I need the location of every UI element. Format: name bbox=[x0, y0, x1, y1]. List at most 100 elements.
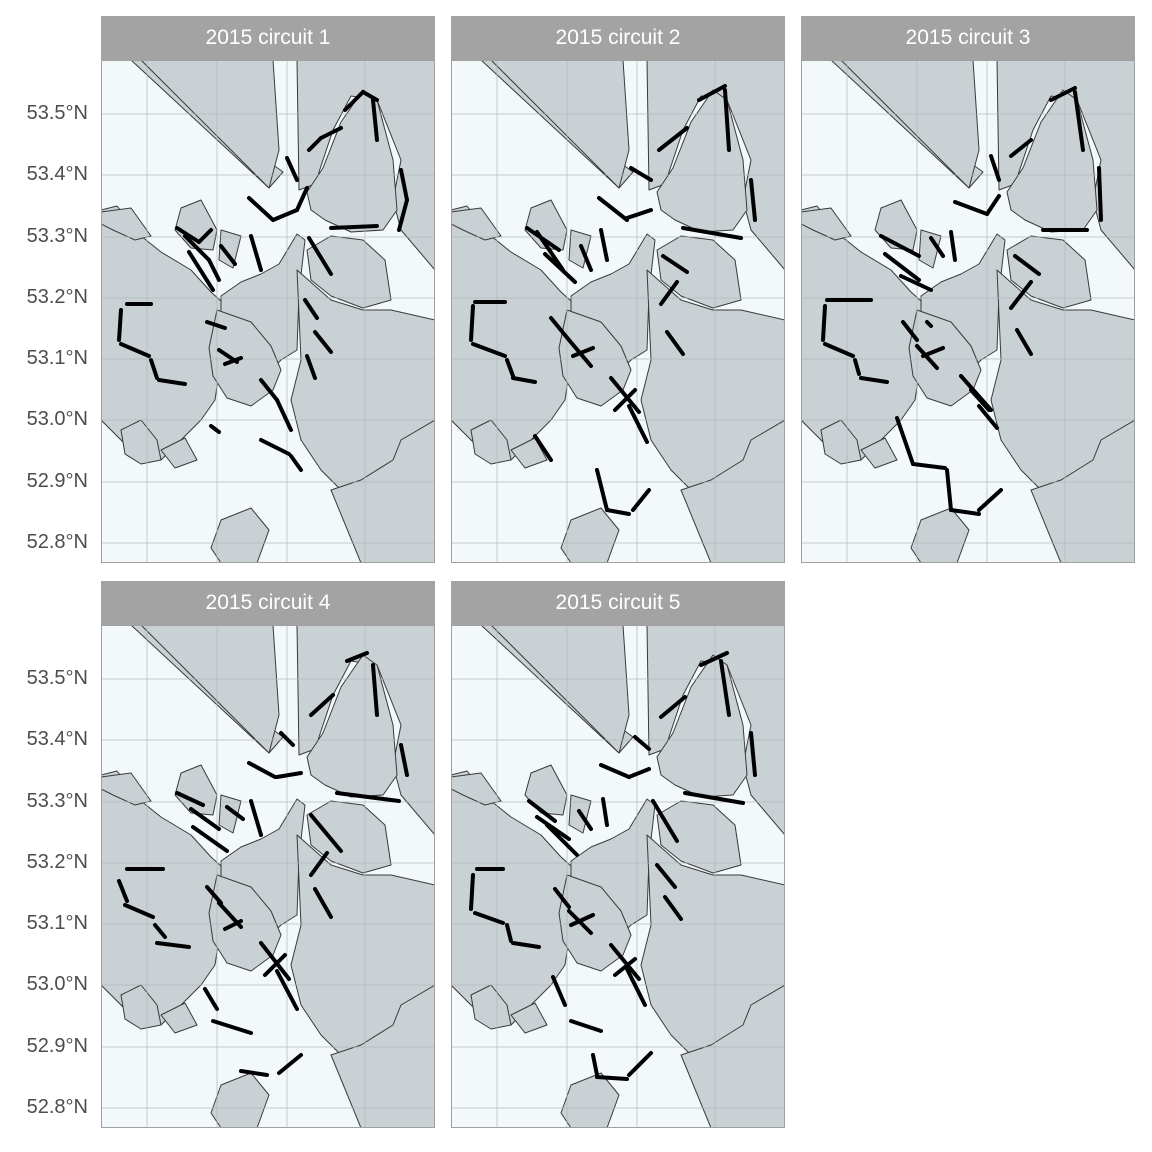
survey-track-segment bbox=[625, 967, 647, 1007]
survey-track-segment bbox=[259, 941, 291, 981]
panel-title-c4: 2015 circuit 4 bbox=[101, 581, 435, 625]
land-polygon bbox=[160, 437, 198, 469]
panel-title-c5: 2015 circuit 5 bbox=[451, 581, 785, 625]
survey-track-segment bbox=[361, 90, 379, 102]
survey-track-segment bbox=[271, 208, 299, 222]
survey-track-segment bbox=[631, 488, 651, 512]
survey-track-segment bbox=[511, 376, 537, 384]
survey-track-segment bbox=[577, 809, 593, 831]
survey-track-segment bbox=[183, 234, 211, 262]
land-polygon bbox=[568, 229, 592, 269]
land-polygon bbox=[451, 207, 502, 241]
survey-track-segment bbox=[719, 659, 731, 717]
survey-track-segment bbox=[259, 378, 279, 402]
panel-title-c2: 2015 circuit 2 bbox=[451, 16, 785, 60]
y-label: 53.4°N bbox=[26, 163, 88, 185]
survey-track-segment bbox=[629, 166, 653, 182]
land-polygon bbox=[490, 625, 630, 754]
survey-track-segment bbox=[899, 274, 933, 292]
survey-track-segment bbox=[969, 388, 991, 412]
survey-track-segment bbox=[749, 178, 757, 222]
y-label: 52.8°N bbox=[26, 1096, 88, 1118]
survey-track-segment bbox=[859, 376, 889, 384]
land-polygon bbox=[801, 207, 852, 241]
survey-track-segment bbox=[625, 208, 653, 220]
survey-track-segment bbox=[307, 136, 323, 152]
survey-track-segment bbox=[149, 358, 159, 380]
survey-track-segment bbox=[535, 815, 571, 841]
land-polygon bbox=[840, 60, 980, 189]
y-label: 52.9°N bbox=[26, 1035, 88, 1057]
survey-track-segment bbox=[549, 316, 571, 342]
survey-track-segment bbox=[599, 228, 609, 262]
panel-title-c3: 2015 circuit 3 bbox=[801, 16, 1135, 60]
survey-track-segment bbox=[921, 346, 945, 358]
survey-track-segment bbox=[633, 735, 651, 751]
survey-track-segment bbox=[247, 196, 275, 222]
survey-track-segment bbox=[821, 304, 827, 342]
land-polygon bbox=[560, 507, 620, 563]
land-polygon bbox=[918, 229, 942, 269]
survey-track-segment bbox=[883, 252, 921, 282]
survey-track-segment bbox=[205, 885, 223, 905]
survey-track-segment bbox=[597, 196, 629, 222]
land-polygon bbox=[490, 60, 630, 189]
survey-track-segment bbox=[989, 154, 1001, 182]
survey-track-segment bbox=[977, 404, 999, 430]
survey-track-segment bbox=[627, 767, 651, 779]
survey-track-segment bbox=[1009, 280, 1033, 310]
survey-track-segment bbox=[925, 320, 933, 328]
survey-track-segment bbox=[579, 244, 593, 272]
survey-track-segment bbox=[599, 763, 631, 779]
survey-track-segment bbox=[397, 198, 409, 232]
survey-track-segment bbox=[953, 200, 989, 216]
survey-track-segment bbox=[313, 330, 333, 354]
survey-track-segment bbox=[371, 98, 379, 142]
land-polygon bbox=[560, 1072, 620, 1128]
survey-track-segment bbox=[945, 468, 953, 512]
survey-track-segment bbox=[285, 156, 299, 182]
survey-track-segment bbox=[605, 508, 631, 516]
survey-track-segment bbox=[469, 873, 475, 911]
y-label: 53.1°N bbox=[26, 347, 88, 369]
survey-track-segment bbox=[205, 320, 227, 330]
y-label: 52.8°N bbox=[26, 531, 88, 553]
map-panel-c4 bbox=[101, 625, 435, 1128]
survey-track-segment bbox=[949, 508, 981, 516]
y-label: 53.2°N bbox=[26, 286, 88, 308]
survey-track-segment bbox=[309, 813, 343, 853]
survey-track-segment bbox=[335, 791, 401, 803]
survey-track-segment bbox=[259, 438, 291, 456]
land-polygon bbox=[140, 625, 280, 754]
panel-border bbox=[101, 625, 435, 1128]
survey-track-segment bbox=[303, 298, 319, 320]
survey-track-segment bbox=[239, 1069, 269, 1077]
survey-track-segment bbox=[207, 258, 221, 282]
land-polygon bbox=[101, 207, 152, 241]
y-label: 53.2°N bbox=[26, 851, 88, 873]
survey-track-segment bbox=[197, 228, 213, 244]
y-label: 53.0°N bbox=[26, 973, 88, 995]
survey-track-segment bbox=[223, 356, 243, 366]
survey-track-segment bbox=[545, 823, 579, 857]
survey-track-segment bbox=[295, 186, 309, 212]
map-panel-c1 bbox=[101, 60, 435, 563]
y-label: 53.5°N bbox=[26, 102, 88, 124]
survey-track-segment bbox=[595, 468, 609, 512]
survey-track-segment bbox=[879, 234, 921, 258]
survey-track-segment bbox=[275, 969, 299, 1011]
survey-track-segment bbox=[505, 358, 515, 378]
survey-track-segment bbox=[929, 236, 945, 258]
survey-track-segment bbox=[609, 376, 641, 414]
survey-track-segment bbox=[723, 88, 731, 152]
survey-track-segment bbox=[399, 743, 409, 777]
survey-track-segment bbox=[681, 226, 743, 240]
survey-track-segment bbox=[117, 308, 123, 342]
survey-track-segment bbox=[117, 879, 129, 903]
land-polygon bbox=[510, 437, 548, 469]
survey-track-segment bbox=[175, 791, 205, 807]
survey-track-segment bbox=[225, 805, 245, 821]
survey-track-segment bbox=[209, 424, 221, 434]
panel-border bbox=[451, 60, 785, 563]
